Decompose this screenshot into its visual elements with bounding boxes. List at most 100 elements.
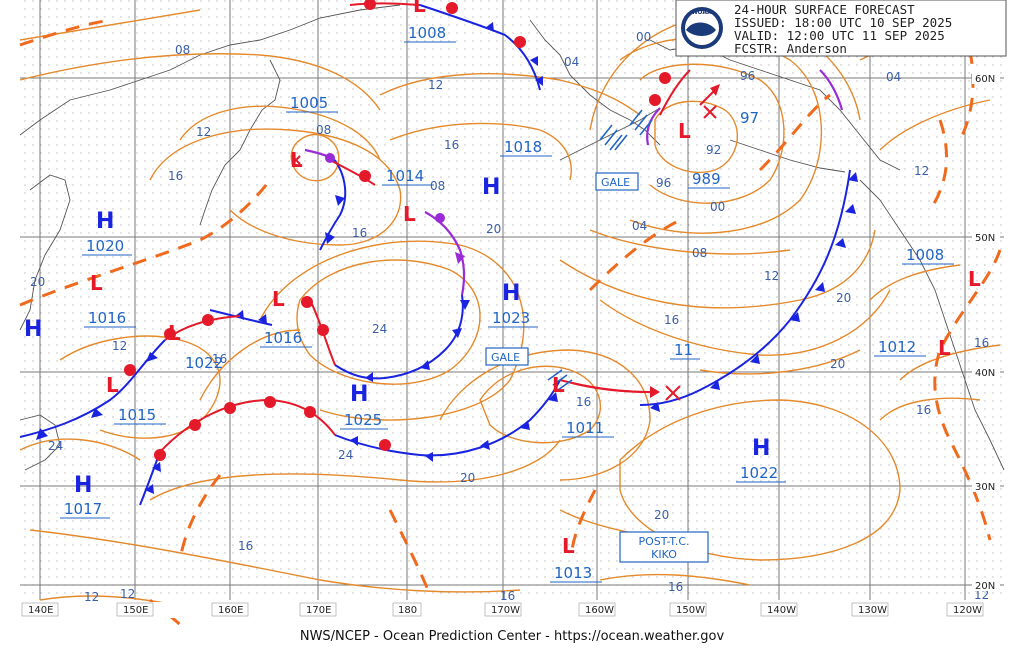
troughs — [19, 18, 1002, 631]
low-pressure: 1008 — [906, 246, 944, 264]
high-symbol: H — [502, 281, 520, 306]
warm-front-bumps — [124, 0, 671, 461]
isobar-label: 04 — [632, 219, 647, 233]
post-tc-line1: POST-T.C. — [638, 535, 689, 548]
isobar-label: 16 — [668, 580, 683, 594]
map-background — [20, 0, 1004, 600]
high-symbol: H — [752, 436, 770, 461]
gale-warning-1: GALE — [595, 172, 639, 191]
low-pressure: 1014 — [386, 167, 424, 185]
isobar-labels: 08 12 16 20 24 00 04 08 16 12 16 20 24 2… — [30, 30, 989, 604]
isobar-label: 20 — [30, 275, 45, 289]
low-pressure: 1016 — [264, 329, 302, 347]
forecaster: FCSTR: Anderson — [734, 41, 847, 56]
isobar-label: 12 — [120, 587, 135, 601]
low-pressure: 1016 — [88, 309, 126, 327]
isobar-label: 16 — [352, 226, 367, 240]
low-symbol: L — [968, 267, 981, 291]
isobar-label: 20 — [836, 291, 851, 305]
low-pressure: 1013 — [554, 564, 592, 582]
high-symbol: H — [482, 175, 500, 200]
noaa-logo-text: NOAA — [692, 9, 712, 16]
lat-label: 20N — [975, 581, 995, 592]
isobar-label: 24 — [48, 439, 63, 453]
high-symbol: H — [24, 317, 42, 342]
longitude-labels: 140E 150E 160E 170E 180 170W 160W 150W 1… — [20, 602, 1004, 618]
pressure-value: 97 — [740, 109, 759, 127]
forecast-positions — [291, 105, 717, 401]
isobar-label: 16 — [974, 336, 989, 350]
high-symbol: H — [350, 382, 368, 407]
high-pressure: 1025 — [344, 411, 382, 429]
low-symbol: L — [562, 534, 575, 558]
isobar-label: 12 — [914, 164, 929, 178]
other-pressure-values: 1022 11 97 — [185, 109, 759, 372]
isobar-label: 96 — [656, 176, 671, 190]
isobar-label: 00 — [636, 30, 651, 44]
low-symbol: L — [272, 287, 285, 311]
high-symbol: H — [74, 473, 92, 498]
header-panel: NOAA 24-HOUR SURFACE FORECAST ISSUED: 18… — [675, 0, 1007, 57]
isobar-label: 12 — [84, 590, 99, 604]
lon-label: 120W — [953, 605, 982, 616]
high-centers: H 1020 H H 1025 H 1017 H 1023 H H 1022 — [24, 175, 786, 519]
occluded-front-symbols — [325, 153, 465, 264]
low-symbol: L — [678, 119, 691, 143]
gale-label: GALE — [491, 351, 520, 364]
isobar-label: 08 — [692, 246, 707, 260]
isobar-label: 12 — [112, 339, 127, 353]
low-symbol: L — [290, 148, 303, 172]
high-pressure: 1020 — [86, 237, 124, 255]
lon-label: 150W — [676, 605, 705, 616]
isobar-label: 08 — [175, 43, 190, 57]
lon-label: 160E — [218, 605, 243, 616]
isobar-label: 00 — [710, 200, 725, 214]
isobar-label: 20 — [460, 471, 475, 485]
isobar-label: 16 — [168, 169, 183, 183]
high-pressure: 1017 — [64, 500, 102, 518]
latitude-labels: 60N 50N 40N 30N 20N — [972, 72, 1000, 592]
lon-label: 140E — [28, 605, 53, 616]
low-pressure: 1018 — [504, 138, 542, 156]
storm-tracks — [571, 89, 716, 393]
low-symbol: L — [106, 373, 119, 397]
lon-label: 150E — [123, 605, 148, 616]
low-pressure: 1008 — [408, 24, 446, 42]
isobar-label: 92 — [706, 143, 721, 157]
low-symbol: L — [168, 321, 181, 345]
isobar-label: 24 — [338, 448, 353, 462]
isobar-label: 16 — [916, 403, 931, 417]
low-pressure: 1012 — [878, 338, 916, 356]
valid-time: VALID: 12:00 UTC 11 SEP 2025 — [734, 28, 945, 43]
lon-label: 160W — [585, 605, 614, 616]
post-tc-box: POST-T.C. KIKO — [619, 531, 709, 563]
isobar-label: 20 — [654, 508, 669, 522]
isobar-label: 12 — [764, 269, 779, 283]
low-pressure: 1005 — [290, 94, 328, 112]
isobar-label: 12 — [196, 125, 211, 139]
lon-label: 130W — [858, 605, 887, 616]
cold-front-barbs — [36, 22, 858, 494]
isobar-label: 20 — [830, 357, 845, 371]
lon-label: 180 — [398, 605, 417, 616]
lon-label: 140W — [767, 605, 796, 616]
isobar-label: 20 — [486, 222, 501, 236]
wind-barbs — [547, 109, 653, 391]
isobar-label: 04 — [886, 70, 901, 84]
low-symbol: L — [413, 0, 426, 17]
storm-track-heads — [650, 84, 720, 398]
gale-label: GALE — [601, 176, 630, 189]
isobar-label: 12 — [974, 588, 989, 602]
lon-label: 170W — [491, 605, 520, 616]
pressure-value: 11 — [674, 341, 693, 359]
lat-label: 40N — [975, 368, 995, 379]
isobar-label: 16 — [664, 313, 679, 327]
gale-warning-2: GALE — [485, 347, 529, 366]
footer-credit: NWS/NCEP - Ocean Prediction Center - htt… — [300, 629, 725, 644]
low-pressure: 989 — [692, 170, 721, 188]
high-pressure: 1022 — [740, 464, 778, 482]
isobar-label: 16 — [238, 539, 253, 553]
low-symbol: L — [403, 202, 416, 226]
forecast-title: 24-HOUR SURFACE FORECAST — [734, 2, 915, 17]
